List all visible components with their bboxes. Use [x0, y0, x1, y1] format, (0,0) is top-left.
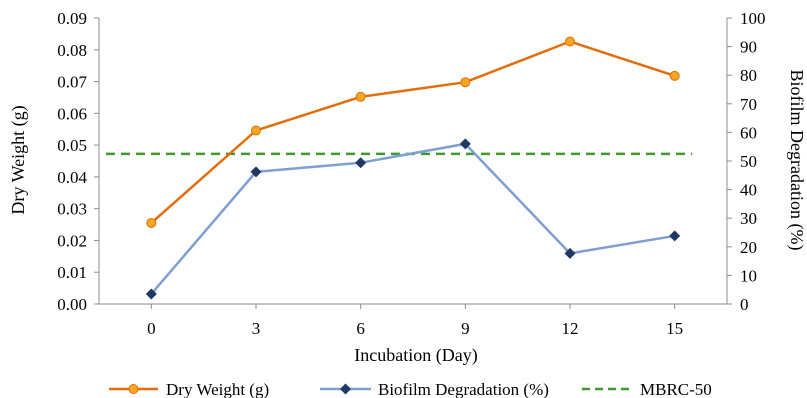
legend-item-mbrc-50: MBRC-50: [582, 380, 712, 398]
left-y-tick-label: 0.05: [57, 136, 87, 155]
right-y-tick-label: 70: [740, 95, 757, 114]
x-tick-label: 0: [147, 319, 156, 338]
series-dry-weight-line: [150, 40, 676, 224]
left-y-tick-label: 0.07: [57, 73, 87, 92]
left-y-tick-label: 0.08: [57, 41, 87, 60]
x-tick-label: 9: [461, 319, 470, 338]
right-y-tick-label: 90: [740, 38, 757, 57]
right-y-tick-label: 0: [740, 295, 749, 314]
legend: Dry Weight (g) Biofilm Degradation (%) M…: [109, 380, 712, 398]
biofilm-degradation-point: [669, 230, 681, 242]
x-tick-label: 6: [356, 319, 365, 338]
biofilm-degradation-point: [564, 247, 576, 259]
x-tick-label: 12: [562, 319, 579, 338]
right-y-tick-label: 10: [740, 266, 757, 285]
right-y-tick-label: 50: [740, 152, 757, 171]
right-y-tick-label: 20: [740, 238, 757, 257]
left-y-tick-label: 0.00: [57, 295, 87, 314]
legend-mbrc-label: MBRC-50: [640, 380, 712, 398]
dry-weight-point: [565, 36, 575, 47]
right-y-tick-label: 40: [740, 181, 757, 200]
left-y-axis-title: Dry Weight (g): [8, 105, 29, 214]
legend-dry-weight-label: Dry Weight (g): [166, 380, 269, 398]
legend-item-dry-weight: Dry Weight (g): [109, 380, 269, 398]
dry-weight-point: [669, 70, 680, 81]
left-y-tick-label: 0.02: [57, 231, 87, 250]
x-tick-label: 15: [666, 319, 683, 338]
x-axis-title: Incubation (Day): [354, 345, 477, 366]
ticks-layer: 0.00 0.01 0.02 0.03 0.04 0.05 0.06 0.07 0.08 0.09…: [57, 9, 765, 338]
legend-biofilm-marker: [340, 383, 351, 395]
left-y-tick-label: 0.06: [57, 104, 87, 123]
axes-layer: [94, 17, 732, 309]
legend-biofilm-label: Biofilm Degradation (%): [378, 380, 549, 398]
biofilm-degradation-point: [145, 288, 157, 300]
legend-item-biofilm-degradation: Biofilm Degradation (%): [320, 380, 549, 398]
dry-weight-point: [251, 125, 261, 136]
biofilm-degradation-point: [459, 138, 471, 150]
dry-weight-point: [355, 91, 366, 102]
left-y-tick-label: 0.09: [57, 9, 87, 28]
biofilm-degradation-point: [250, 166, 262, 178]
biofilm-degradation-point: [355, 157, 367, 169]
dry-weight-point: [146, 217, 157, 228]
right-y-axis-title: Biofilm Degradation (%): [786, 70, 807, 251]
right-y-tick-label: 80: [740, 66, 757, 85]
right-y-tick-label: 60: [740, 123, 757, 142]
legend-dry-weight-marker: [128, 384, 139, 394]
x-tick-label: 3: [252, 319, 261, 338]
right-y-tick-label: 30: [740, 209, 757, 228]
left-y-tick-label: 0.04: [57, 168, 87, 187]
left-y-tick-label: 0.03: [57, 200, 87, 219]
series-biofilm-degradation-line: [150, 142, 675, 295]
series-layer: [105, 36, 693, 300]
left-y-tick-label: 0.01: [57, 263, 87, 282]
right-y-tick-label: 100: [740, 9, 766, 28]
dry-weight-point: [460, 77, 471, 88]
